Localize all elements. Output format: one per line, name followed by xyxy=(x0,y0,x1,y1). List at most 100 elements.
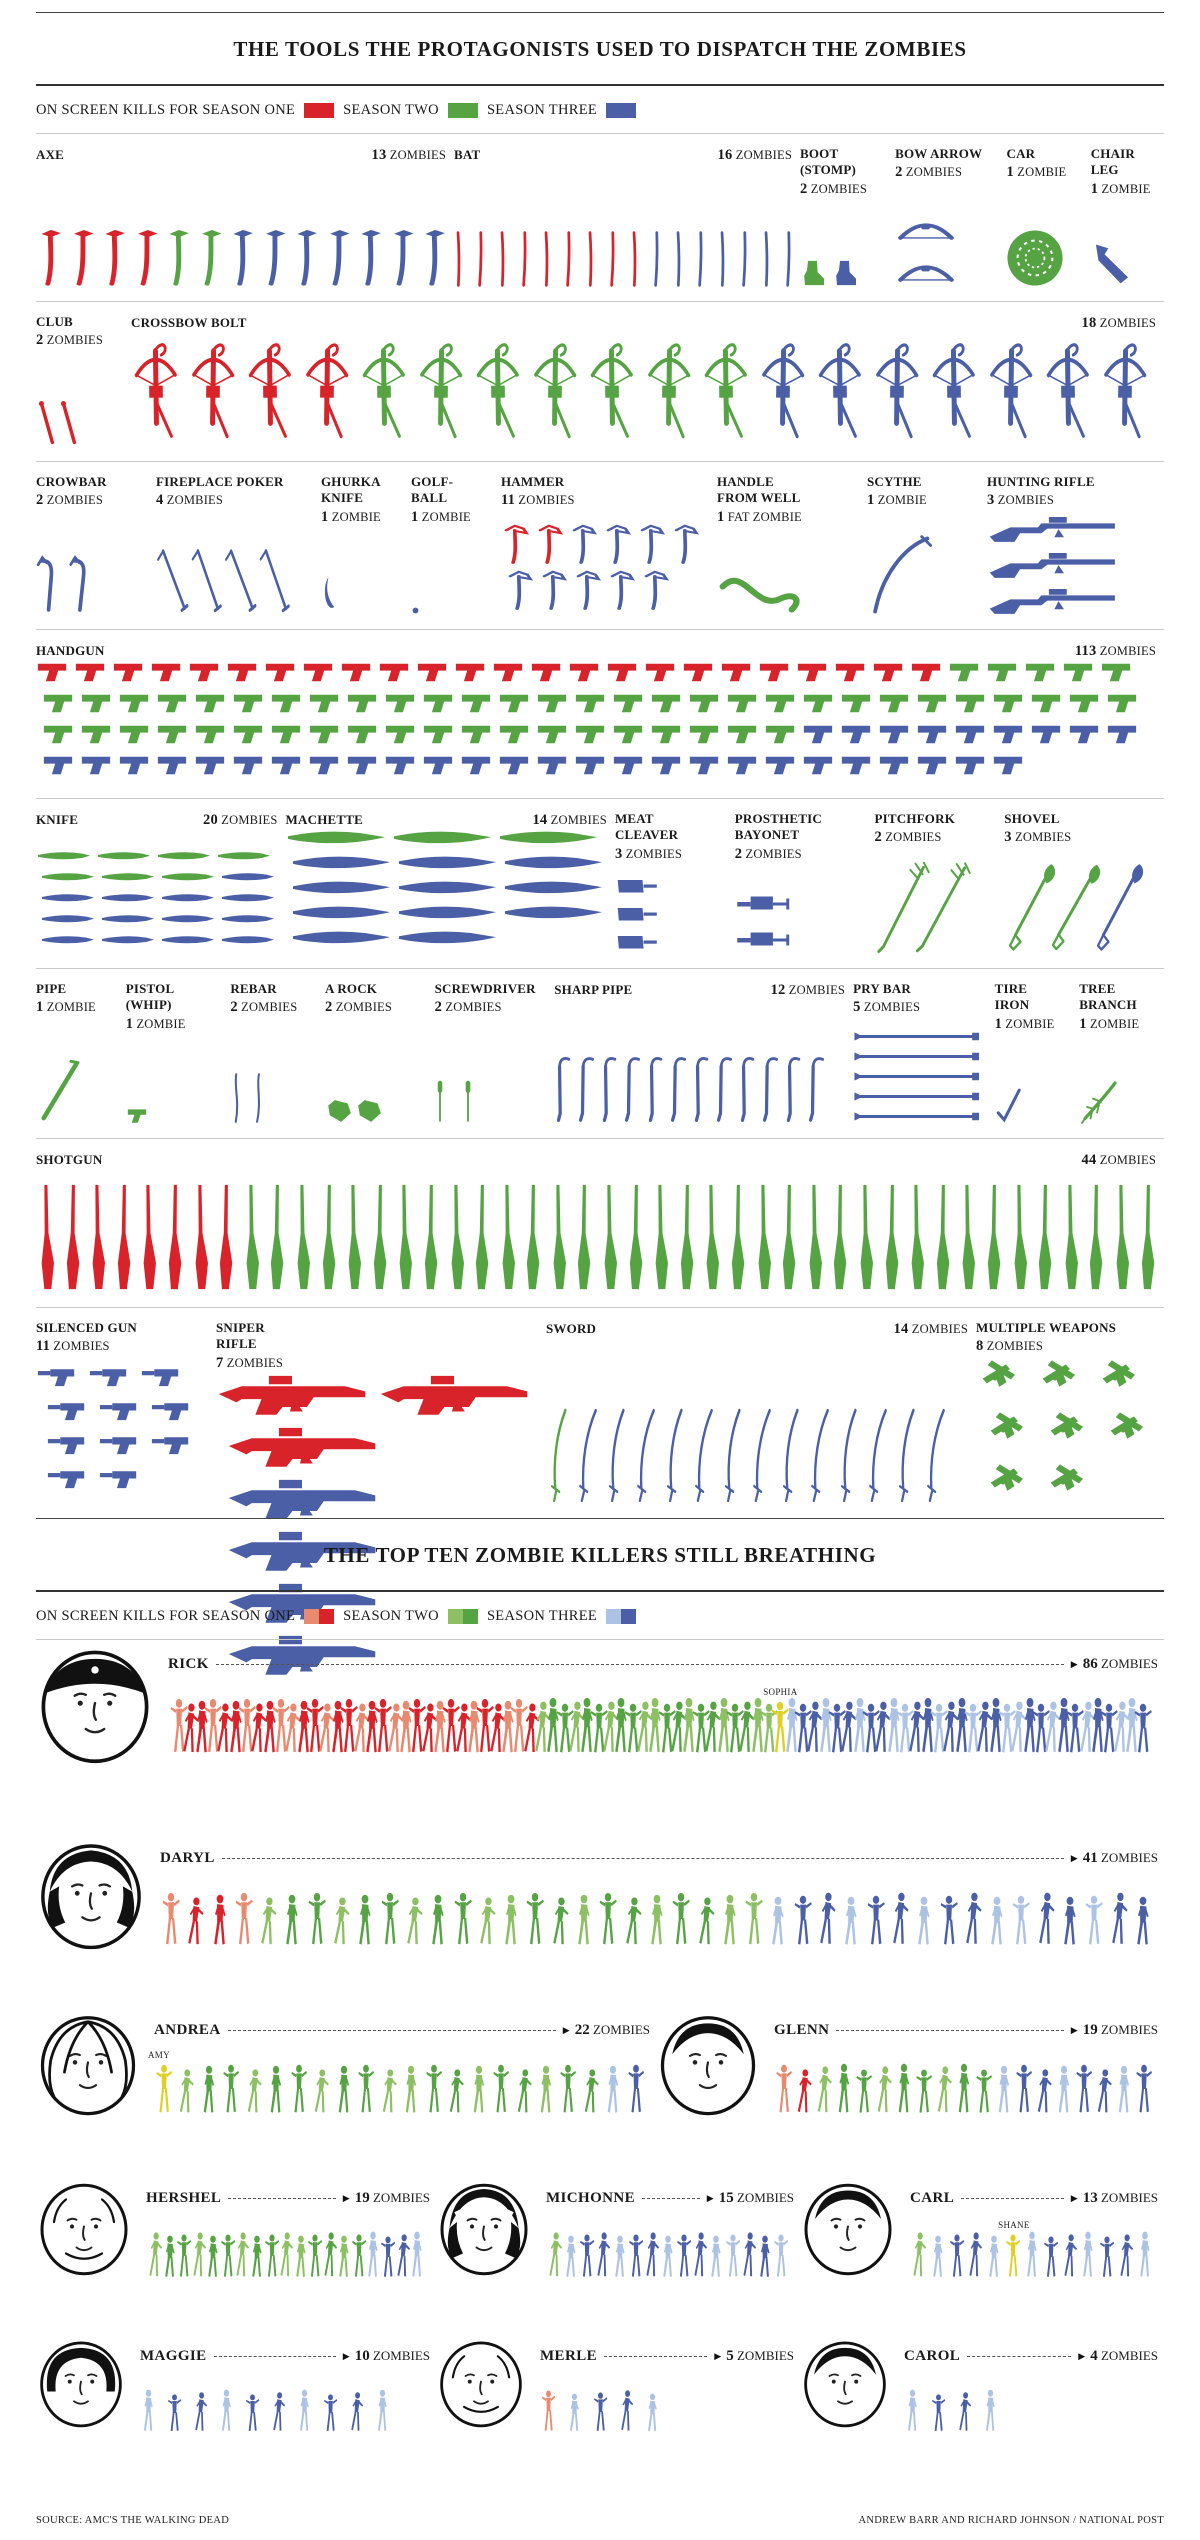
zombie-figure xyxy=(954,2063,974,2115)
zombie-figure xyxy=(815,1697,837,1755)
killer-portrait xyxy=(436,2180,532,2281)
weapons-chart: AXE 13 ZOMBIES BAT 16 ZOMBIES BOOT (STOMP) 2 Z… xyxy=(36,134,1164,1675)
knife-icon xyxy=(157,852,211,860)
killer-row: RICK ▶ 86 ZOMBIES SOPHIA xyxy=(36,1646,1164,1834)
zombie-silhouette-icon xyxy=(893,1892,909,1944)
zombie-silhouette-icon xyxy=(649,1697,662,1753)
killer-row: MAGGIE ▶ 10 ZOMBIES MERLE ▶ 5 ZOMBIES xyxy=(36,2338,1164,2466)
shotgun-icon xyxy=(297,1184,310,1290)
handgun-icon xyxy=(727,694,757,713)
killer-body: CAROL ▶ 4 ZOMBIES xyxy=(890,2338,1158,2433)
weapon-count: 1 ZOMBIE xyxy=(321,508,381,525)
zombie-figure xyxy=(1094,2068,1114,2115)
dotted-leader xyxy=(227,2030,556,2031)
zombie-figure xyxy=(418,1702,440,1755)
zombie-figure xyxy=(962,1891,984,1947)
legend-season1-label: ON SCREEN KILLS FOR SEASON ONE xyxy=(36,1608,296,1624)
zombie-silhouette-icon xyxy=(339,2235,349,2277)
shotgun-icon xyxy=(322,1184,335,1290)
zombie-silhouette-icon xyxy=(785,1697,798,1753)
zombie-figure xyxy=(1083,1894,1105,1947)
sharppipe-icon xyxy=(625,1057,641,1122)
weapon-pictograms xyxy=(735,892,867,954)
handgun-icon xyxy=(689,725,719,744)
shotgun-icon xyxy=(373,1184,386,1290)
zombie-figure xyxy=(540,2389,557,2433)
handgun-icon xyxy=(537,756,567,775)
handgun-icon xyxy=(233,694,263,713)
machete-icon xyxy=(287,831,385,844)
zombie-silhouette-icon xyxy=(405,2065,417,2113)
handgun-icon xyxy=(759,663,789,682)
shotgun-icon xyxy=(527,1184,540,1290)
zombie-silhouette-icon xyxy=(624,1703,642,1753)
golf-icon xyxy=(412,607,419,614)
zombie-figure xyxy=(244,2393,261,2433)
handgun-icon xyxy=(119,756,149,775)
zombie-silhouette-icon xyxy=(368,2231,379,2277)
weapon-axe: AXE 13 ZOMBIES xyxy=(36,146,454,287)
killer-header: HERSHEL ▶ 19 ZOMBIES xyxy=(146,2190,430,2207)
zombie-figure xyxy=(597,1891,619,1947)
killer-name: GLENN xyxy=(774,2022,830,2038)
weapon-pictograms xyxy=(411,606,493,615)
zombie-silhouette-icon xyxy=(877,2066,892,2113)
axe-icon xyxy=(233,229,253,286)
zombie-silhouette-icon xyxy=(1011,1701,1028,1752)
sniper-icon xyxy=(218,1375,366,1415)
killer-body: RICK ▶ 86 ZOMBIES SOPHIA xyxy=(154,1646,1158,1755)
handgun-icon xyxy=(689,694,719,713)
zombie-silhouette-icon xyxy=(547,1697,559,1753)
zombie-silhouette-icon xyxy=(760,2235,770,2277)
zombie-figure xyxy=(306,2233,324,2279)
zombie-figure xyxy=(374,2389,391,2433)
crowbar-icon xyxy=(36,555,54,612)
killer-count: 22 ZOMBIES xyxy=(574,2022,650,2038)
handgun-icon xyxy=(423,694,453,713)
handgun-icon xyxy=(987,663,1017,682)
zombie-silhouette-icon xyxy=(455,1703,472,1752)
zombie-figure xyxy=(542,1697,564,1755)
shotgun-icon xyxy=(144,1184,157,1290)
handgun-icon xyxy=(151,663,181,682)
arrowhead-icon: ▶ xyxy=(562,2025,570,2035)
zombie-silhouette-icon xyxy=(698,1897,715,1945)
zombie-figure xyxy=(576,1697,598,1755)
shotgun-icon xyxy=(834,1184,847,1290)
zombie-silhouette-icon xyxy=(724,1894,736,1945)
zombie-silhouette-icon xyxy=(235,1892,253,1945)
handgun-icon xyxy=(195,725,225,744)
zombie-figure: SOPHIA xyxy=(763,1687,797,1755)
zombie-figure: AMY xyxy=(148,2050,174,2115)
handgun-icon xyxy=(75,663,105,682)
portrait-icon xyxy=(804,2341,886,2428)
zombie-figure xyxy=(656,1702,678,1755)
weapon-row: CROWBAR 2 ZOMBIES FIREPLACE POKER 4 ZOMBIES… xyxy=(36,462,1164,630)
handgun-icon xyxy=(1069,725,1099,744)
zombie-silhouette-icon xyxy=(797,2069,812,2113)
zombie-silhouette-icon xyxy=(751,1697,764,1753)
club-icon xyxy=(38,401,55,445)
weapon-poker: FIREPLACE POKER 4 ZOMBIES xyxy=(156,474,321,615)
weapon-count: 1 ZOMBIE xyxy=(1090,180,1151,197)
multi-icon xyxy=(1042,1360,1075,1388)
shotgun-icon xyxy=(963,1184,976,1290)
weapon-count: 4 ZOMBIES xyxy=(156,492,224,509)
zombie-figure xyxy=(1136,2231,1154,2279)
screwdriver-icon xyxy=(465,1080,470,1122)
killer-body: MERLE ▶ 5 ZOMBIES xyxy=(526,2338,794,2433)
bat-icon xyxy=(522,231,527,287)
zombie-silhouette-icon xyxy=(1097,2069,1112,2113)
zombie-figure xyxy=(259,1700,281,1755)
hammer-icon xyxy=(572,524,598,564)
killer-rick: RICK ▶ 86 ZOMBIES SOPHIA xyxy=(36,1646,1164,1834)
zombie-figure xyxy=(834,2063,854,2115)
handgun-icon xyxy=(1025,663,1055,682)
killer-row: DARYL ▶ 41 ZOMBIES xyxy=(36,1840,1164,2006)
zombie-silhouette-icon xyxy=(195,2392,208,2431)
killer-glenn: GLENN ▶ 19 ZOMBIES xyxy=(656,2012,1164,2174)
handgun-icon xyxy=(423,756,453,775)
zombie-silhouette-icon xyxy=(1006,2234,1021,2277)
zombie-figure xyxy=(719,1894,741,1947)
killer-header: DARYL ▶ 41 ZOMBIES xyxy=(160,1850,1158,1867)
